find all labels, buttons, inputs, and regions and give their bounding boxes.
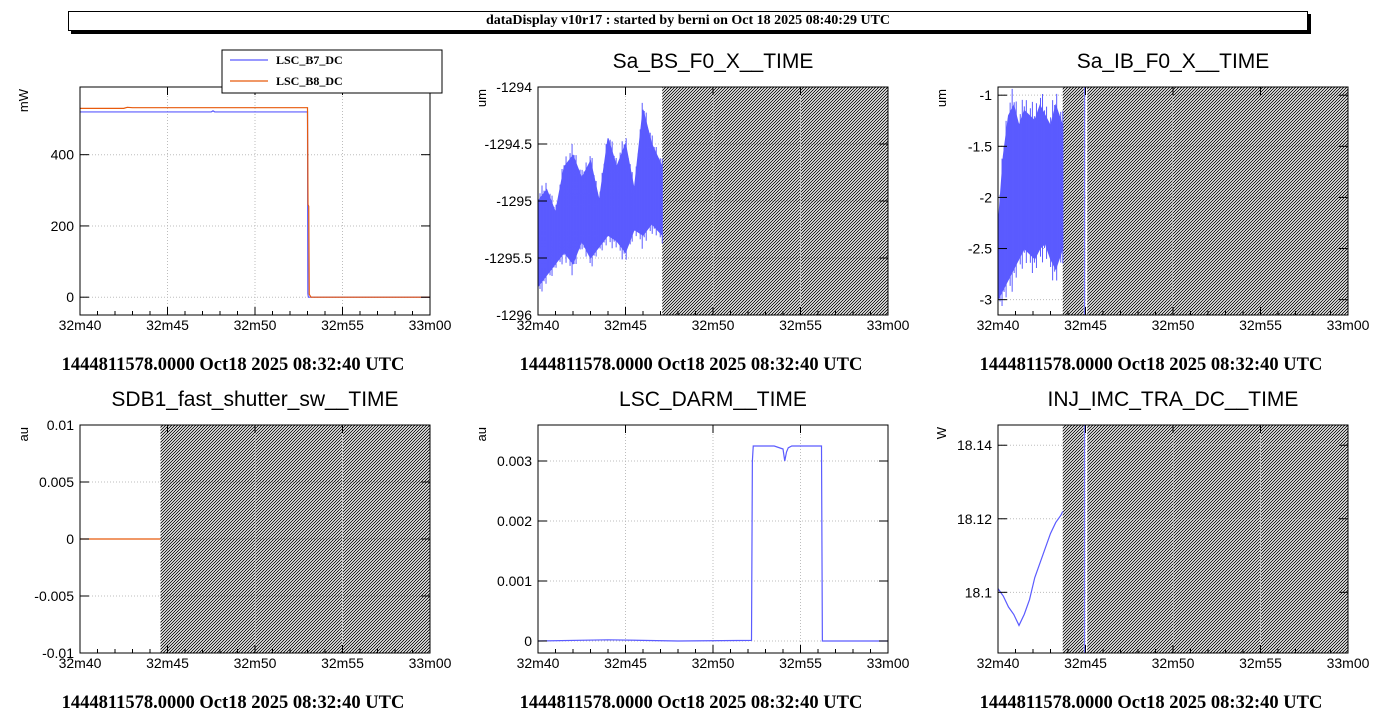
x-axis-timestamp: 1444811578.0000 Oct18 2025 08:32:40 UTC — [980, 355, 1323, 375]
y-tick-label: 200 — [51, 218, 75, 234]
plot-title: Sa_IB_F0_X__TIME — [1077, 50, 1270, 73]
x-tick-label: 32m55 — [1239, 655, 1282, 671]
y-tick-label: -1.5 — [968, 138, 992, 154]
x-tick-label: 32m45 — [146, 317, 189, 333]
y-tick-label: 0 — [66, 289, 74, 305]
header-title-box: dataDisplay v10r17 : started by berni on… — [68, 11, 1308, 31]
y-axis-label: au — [474, 427, 489, 441]
legend-entry: LSC_B8_DC — [276, 74, 343, 88]
x-tick-label: 32m55 — [779, 655, 822, 671]
y-tick-label: 0.005 — [39, 474, 74, 490]
series-line — [997, 511, 1064, 627]
y-tick-label: -0.01 — [42, 645, 74, 661]
y-tick-label: 18.14 — [957, 437, 992, 453]
y-axis-label: au — [16, 427, 31, 441]
y-tick-label: -1294 — [496, 79, 532, 95]
y-tick-label: -1295.5 — [485, 250, 533, 266]
x-axis-timestamp: 1444811578.0000 Oct18 2025 08:32:40 UTC — [520, 355, 863, 375]
y-axis-label: W — [934, 426, 949, 439]
x-axis-timestamp: 1444811578.0000 Oct18 2025 08:32:40 UTC — [62, 355, 405, 375]
y-tick-label: -1294.5 — [485, 136, 533, 152]
y-tick-label: 0 — [66, 531, 74, 547]
x-tick-label: 32m40 — [517, 655, 560, 671]
no-data-hatch — [160, 425, 430, 653]
x-tick-label: 32m55 — [321, 317, 364, 333]
x-tick-label: 32m55 — [1239, 317, 1282, 333]
y-tick-label: 18.1 — [965, 584, 992, 600]
legend-entry: LSC_B7_DC — [276, 53, 343, 67]
x-tick-label: 32m50 — [692, 655, 735, 671]
y-tick-label: -1295 — [496, 193, 532, 209]
x-tick-label: 32m45 — [146, 655, 189, 671]
y-tick-label: -1296 — [496, 307, 532, 323]
legend-box — [221, 49, 443, 94]
x-tick-label: 32m55 — [321, 655, 364, 671]
y-tick-label: -2.5 — [968, 241, 992, 257]
y-tick-label: 0.003 — [497, 453, 532, 469]
x-tick-label: 32m50 — [692, 317, 735, 333]
x-tick-label: 32m50 — [1152, 655, 1195, 671]
x-tick-label: 33m00 — [867, 655, 910, 671]
y-tick-label: 0.01 — [47, 417, 74, 433]
plot-title: SDB1_fast_shutter_sw__TIME — [111, 388, 398, 411]
x-tick-label: 32m45 — [604, 317, 647, 333]
x-tick-label: 33m00 — [867, 317, 910, 333]
y-tick-label: 400 — [51, 147, 75, 163]
y-tick-label: 0.001 — [497, 573, 532, 589]
series-line — [537, 445, 888, 642]
x-tick-label: 32m40 — [517, 317, 560, 333]
x-axis-timestamp: 1444811578.0000 Oct18 2025 08:32:40 UTC — [62, 693, 405, 713]
y-tick-label: 0 — [524, 633, 532, 649]
y-tick-label: 18.12 — [957, 511, 992, 527]
x-tick-label: 32m45 — [1064, 655, 1107, 671]
y-tick-label: -0.005 — [34, 588, 74, 604]
legend: LSC_B7_DC LSC_B8_DC — [221, 49, 443, 94]
header-title: dataDisplay v10r17 : started by berni on… — [485, 13, 891, 28]
x-tick-label: 33m00 — [409, 655, 452, 671]
y-tick-label: -2 — [980, 189, 993, 205]
plot-title: Sa_BS_F0_X__TIME — [613, 50, 814, 73]
plot-title: INJ_IMC_TRA_DC__TIME — [1048, 388, 1299, 411]
series-line — [80, 106, 430, 298]
y-axis-label: um — [934, 89, 949, 107]
x-tick-label: 33m00 — [409, 317, 452, 333]
y-tick-label: 0.002 — [497, 513, 532, 529]
x-tick-label: 32m55 — [779, 317, 822, 333]
no-data-hatch — [1062, 87, 1348, 315]
x-tick-label: 32m50 — [234, 655, 277, 671]
x-tick-label: 33m00 — [1327, 317, 1370, 333]
x-tick-label: 33m00 — [1327, 655, 1370, 671]
plot-title: LSC_DARM__TIME — [619, 388, 807, 411]
y-tick-label: -1 — [980, 87, 993, 103]
plot-panel: 32m40 32m45 32m50 32m55 33m00 18.1 18.12 18.14 W… — [934, 388, 1370, 713]
x-tick-label: 32m45 — [1064, 317, 1107, 333]
plot-panel: 32m40 32m45 32m50 32m55 33m00 -1296 -1295.5 -12… — [474, 50, 910, 375]
x-tick-label: 32m40 — [59, 655, 102, 671]
y-axis-label: um — [474, 89, 489, 107]
x-tick-label: 32m40 — [59, 317, 102, 333]
plot-panel: 32m40 32m45 32m50 32m55 33m00 0 0.001 0.002 0.00… — [474, 388, 910, 713]
x-tick-label: 32m40 — [977, 317, 1020, 333]
x-tick-label: 32m50 — [1152, 317, 1195, 333]
x-tick-label: 32m50 — [234, 317, 277, 333]
x-axis-timestamp: 1444811578.0000 Oct18 2025 08:32:40 UTC — [980, 693, 1323, 713]
series-line — [80, 110, 430, 298]
signal-noise — [997, 88, 1064, 307]
plot-panel: 32m40 32m45 32m50 32m55 33m00 0 200 400 mW 144481… — [16, 49, 452, 375]
plot-panel: 32m40 32m45 32m50 32m55 33m00 -0.01 -0.005 0 0.0… — [16, 388, 452, 713]
x-tick-label: 32m45 — [604, 655, 647, 671]
no-data-hatch — [1062, 425, 1348, 653]
plot-panel: 32m40 32m45 32m50 32m55 33m00 -3 -2.5 -2 -1.5 -1 u… — [934, 50, 1370, 375]
y-tick-label: -3 — [980, 292, 993, 308]
x-axis-timestamp: 1444811578.0000 Oct18 2025 08:32:40 UTC — [520, 693, 863, 713]
x-tick-label: 32m40 — [977, 655, 1020, 671]
y-axis-label: mW — [16, 88, 31, 112]
